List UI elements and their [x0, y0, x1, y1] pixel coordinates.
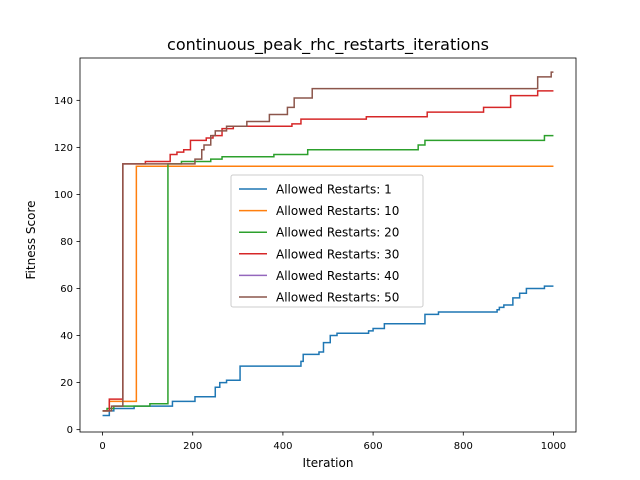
plot-frame [79, 57, 577, 433]
y-tick-label: 20 [60, 378, 73, 389]
legend-label-6: Allowed Restarts: 50 [276, 291, 399, 305]
y-tick-label: 0 [67, 425, 73, 436]
legend: Allowed Restarts: 1 Allowed Restarts: 10 A… [230, 174, 424, 308]
legend-label-1: Allowed Restarts: 1 [276, 183, 392, 197]
legend-label-4: Allowed Restarts: 30 [276, 247, 399, 261]
axes-layer: 0 200 400 600 800 1000 0 20 40 60 80 100 120 140 [54, 57, 577, 452]
y-tick-label: 120 [54, 143, 73, 154]
x-tick-label: 600 [364, 441, 383, 452]
y-tick-label: 140 [54, 96, 73, 107]
x-tick-label: 0 [99, 441, 105, 452]
x-tick-label: 200 [183, 441, 202, 452]
series-line-1 [102, 285, 554, 417]
legend-box [230, 174, 424, 308]
x-tick-label: 400 [273, 441, 292, 452]
y-tick-label: 100 [54, 190, 73, 201]
series-line-4 [102, 90, 554, 412]
y-tick-label: 60 [60, 284, 73, 295]
legend-label-2: Allowed Restarts: 10 [276, 204, 399, 218]
series-line-6 [102, 71, 554, 412]
series-layer [102, 71, 554, 417]
legend-label-5: Allowed Restarts: 40 [276, 269, 399, 283]
y-axis-label: Fitness Score [24, 201, 38, 280]
y-tick-label: 80 [60, 237, 73, 248]
y-tick-label: 40 [60, 331, 73, 342]
legend-label-3: Allowed Restarts: 20 [276, 226, 399, 240]
chart-title: continuous_peak_rhc_restarts_iterations [167, 35, 489, 55]
x-tick-label: 800 [454, 441, 473, 452]
series-line-3 [102, 134, 554, 412]
x-tick-label: 1000 [541, 441, 566, 452]
x-axis-label: Iteration [303, 456, 354, 470]
